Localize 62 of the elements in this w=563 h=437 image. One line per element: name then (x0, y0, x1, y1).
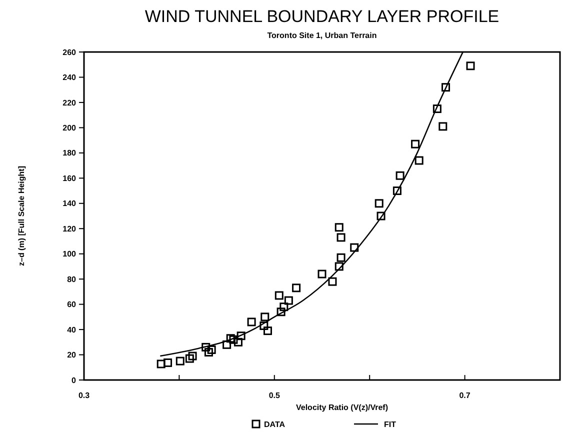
y-tick-label: 120 (62, 224, 77, 234)
point (414, 156, 424, 165)
point (376, 212, 386, 220)
point (334, 223, 344, 232)
y-tick-label: 40 (67, 325, 77, 334)
point (442, 83, 450, 92)
point (188, 352, 197, 360)
x-axis-title: Velocity Ratio (V(z)/Vref) (296, 403, 388, 412)
y-tick-label: 140 (62, 199, 77, 208)
y-tick-label: 80 (67, 274, 77, 284)
point (292, 284, 301, 292)
point (438, 122, 448, 131)
y-tick-label: 160 (62, 174, 77, 183)
point (284, 296, 293, 305)
y-tick-label: 260 (62, 48, 77, 57)
point (334, 262, 344, 271)
point (236, 332, 246, 340)
y-axis-title: z–d (m) [Full Scale Height] (17, 166, 26, 266)
y-tick-label: 60 (67, 300, 77, 310)
point (350, 243, 359, 252)
y-tick-label: 240 (62, 73, 77, 82)
x-tick-label: 0.7 (459, 391, 471, 400)
point (222, 340, 232, 349)
chart-title: WIND TUNNEL BOUNDARY LAYER PROFILE (144, 7, 500, 26)
point (276, 308, 286, 316)
point (229, 335, 238, 344)
x-tick-label: 0.3 (78, 391, 90, 400)
y-tick-label: 0 (72, 376, 77, 385)
point (274, 291, 284, 300)
point (263, 326, 272, 336)
point (280, 302, 288, 312)
y-tick-label: 200 (62, 123, 77, 132)
point (392, 186, 402, 196)
point (176, 356, 184, 366)
y-tick-label: 100 (62, 250, 77, 259)
x-tick-label: 0.5 (268, 391, 281, 400)
point (204, 348, 213, 356)
point (234, 338, 242, 346)
point (411, 140, 420, 148)
y-tick-label: 20 (67, 350, 77, 360)
point (185, 354, 194, 363)
point (328, 277, 337, 286)
point (202, 342, 210, 352)
point (336, 253, 346, 262)
point (374, 199, 384, 208)
y-tick-label: 180 (62, 148, 77, 158)
point (336, 233, 346, 242)
point (260, 322, 268, 330)
point (156, 360, 166, 368)
legend-label: DATA (264, 420, 286, 429)
point (247, 318, 256, 326)
point (432, 104, 442, 114)
point (260, 312, 270, 322)
legend-label: FIT (384, 420, 396, 429)
point (226, 334, 235, 343)
point (318, 270, 326, 278)
point (164, 358, 172, 367)
chart-subtitle: Toronto Site 1, Urban Terrain (267, 31, 377, 40)
point (466, 62, 475, 70)
point (207, 345, 216, 354)
point (396, 171, 404, 180)
y-tick-label: 220 (62, 98, 77, 108)
